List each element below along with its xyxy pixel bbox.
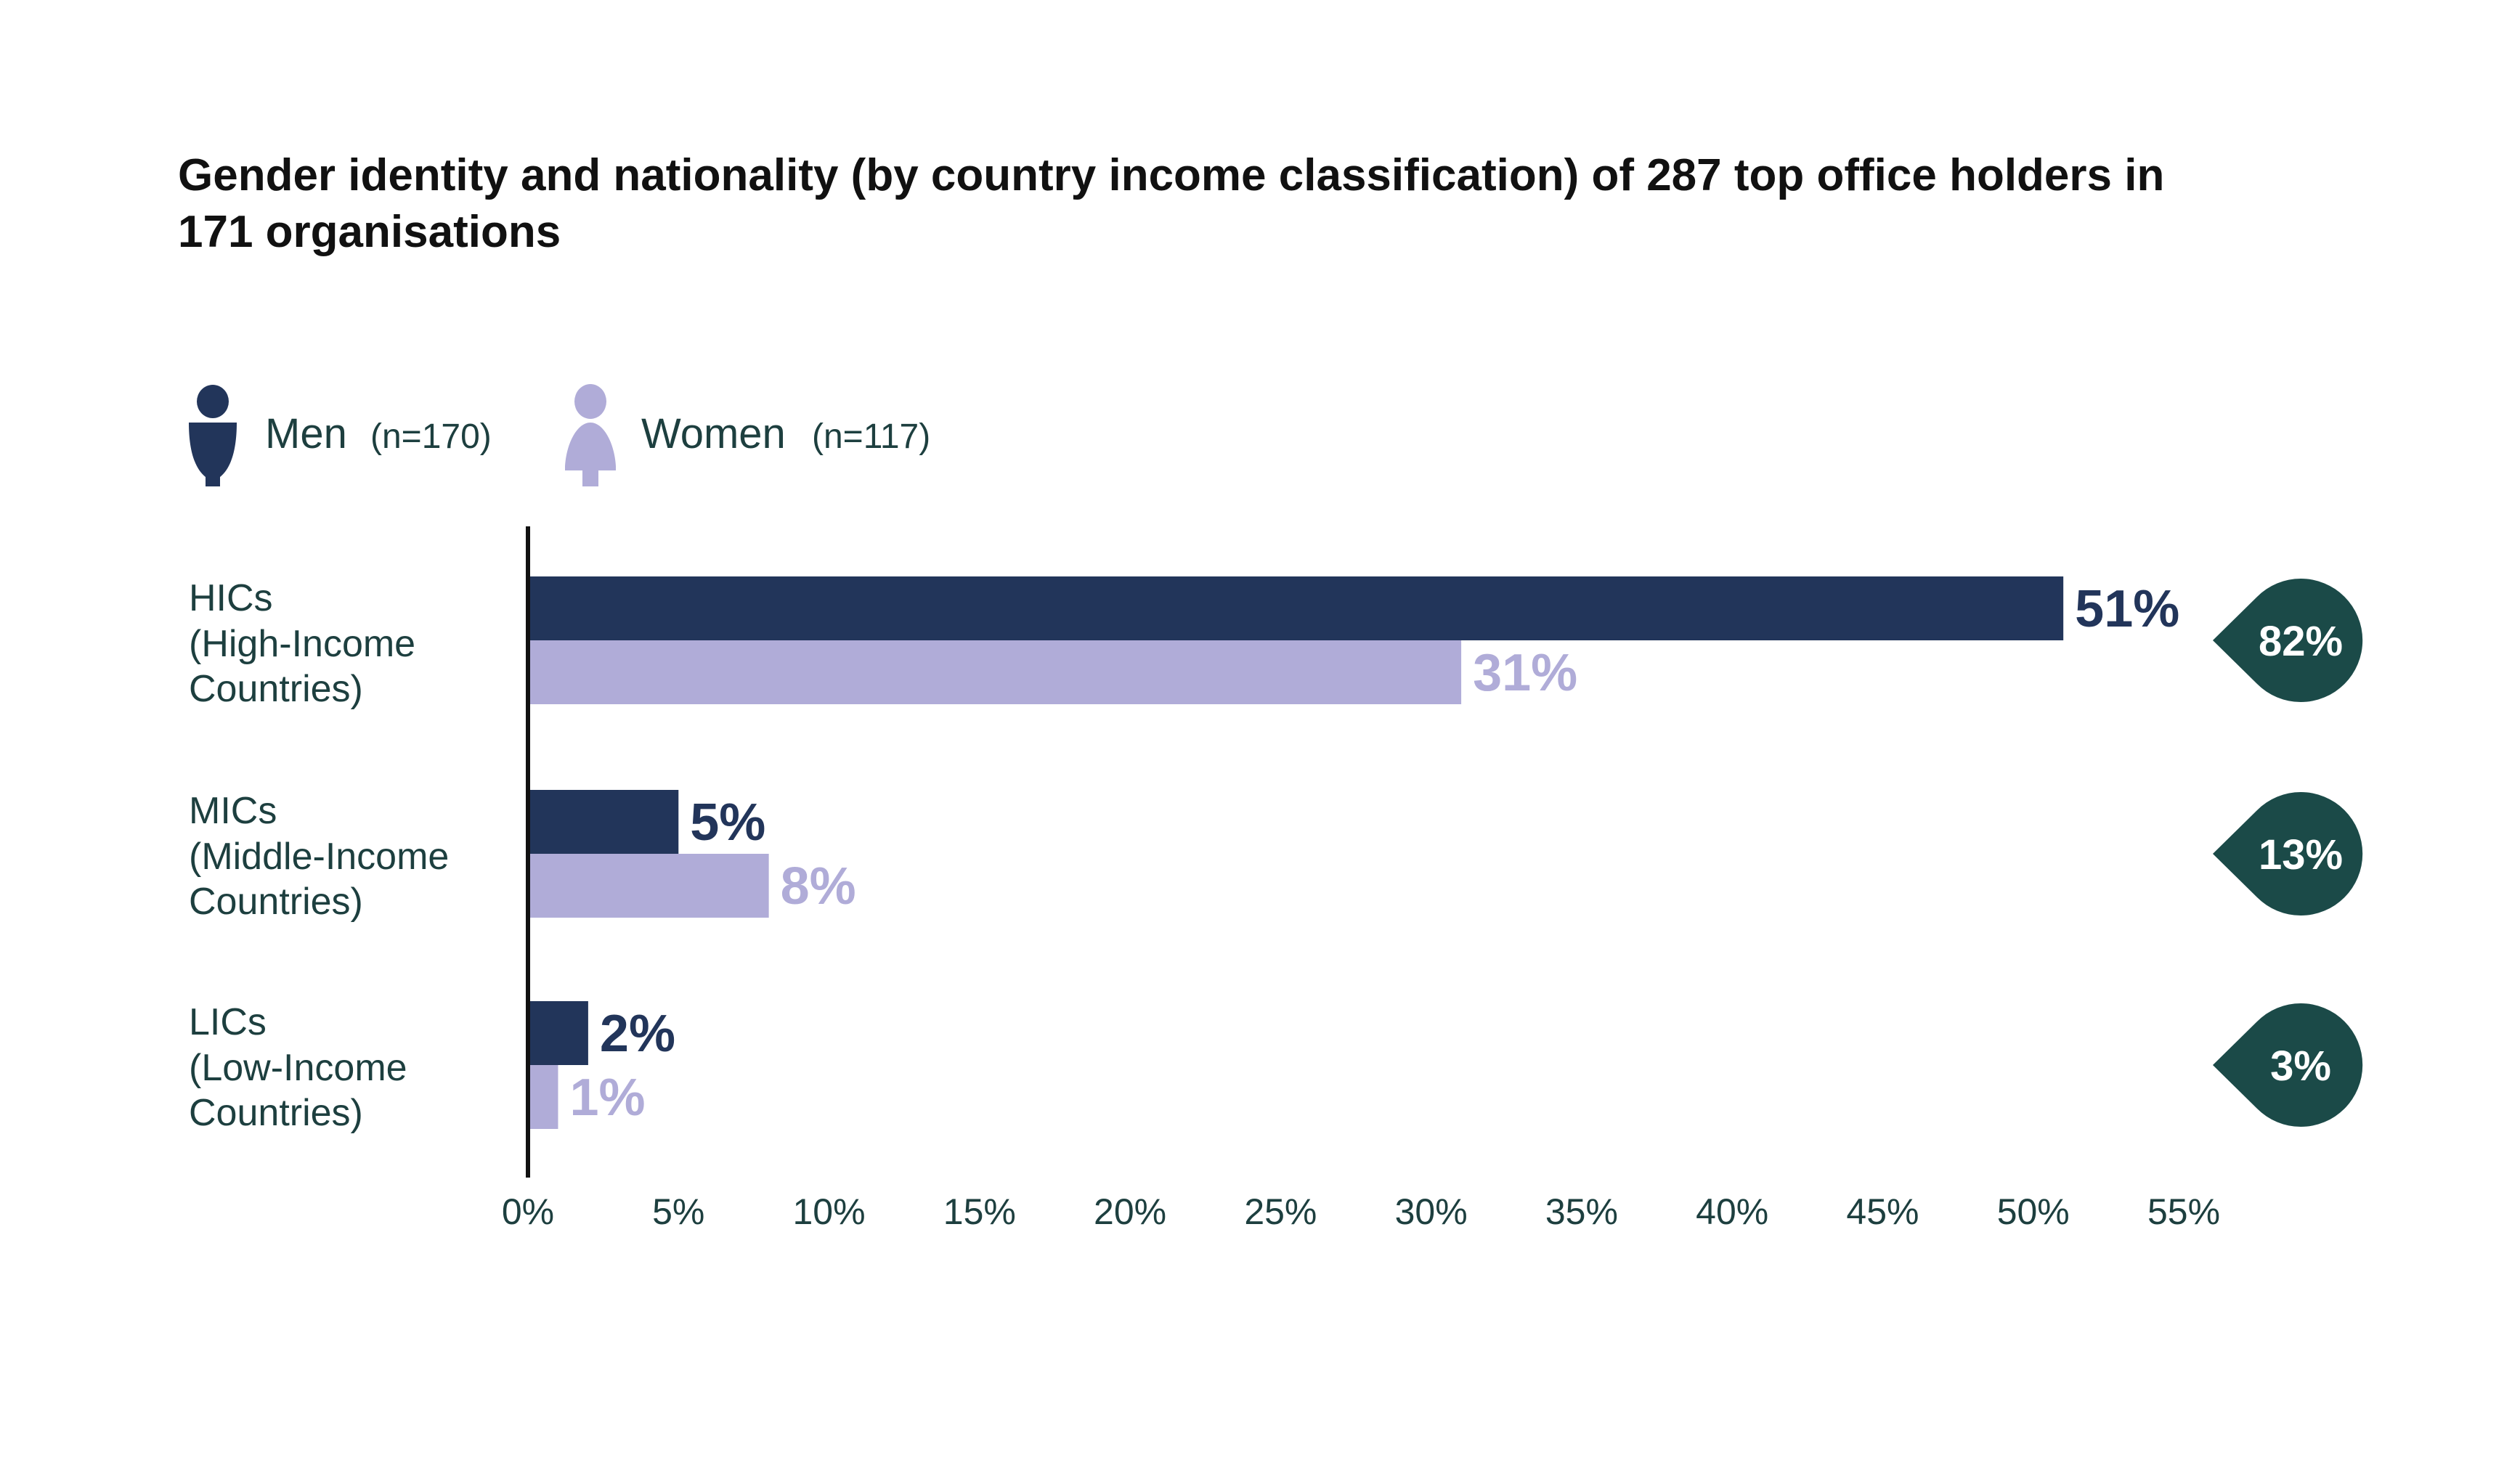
woman-icon (565, 384, 616, 486)
bar-men-mic (528, 790, 679, 854)
total-badge-mic: 13% (2213, 792, 2363, 915)
bar-women-hic (528, 640, 1462, 704)
total-badge-lic: 3% (2213, 1003, 2363, 1127)
badge-label: 82% (2259, 618, 2343, 665)
value-label-women-mic: 8% (781, 857, 856, 915)
category-label-mic-2: (Middle-Income (189, 836, 449, 878)
x-tick-label: 50% (1997, 1191, 2070, 1232)
category-label-mic-3: Countries) (189, 881, 363, 923)
chart-title-line-2: 171 organisations (178, 207, 561, 257)
total-badges: 82% 13% 3% (2213, 578, 2363, 1127)
x-tick-label: 15% (943, 1191, 1016, 1232)
bar-men-hic (528, 576, 2064, 640)
category-label-lic-1: LICs (189, 1001, 267, 1043)
value-label-men-mic: 5% (690, 794, 765, 852)
legend: Men (n=170) Women (n=117) (189, 384, 930, 486)
badge-shape (2213, 792, 2363, 915)
x-tick-label: 25% (1244, 1191, 1317, 1232)
x-axis-ticks: 0% 5% 10% 15% 20% 25% 30% 35% 40% 45% 50% 55% (502, 1191, 2220, 1232)
value-label-men-hic: 51% (2075, 580, 2179, 638)
x-tick-label: 10% (793, 1191, 866, 1232)
x-tick-label: 0% (502, 1191, 554, 1232)
legend-women-n: (n=117) (812, 417, 930, 456)
value-label-men-lic: 2% (600, 1005, 675, 1063)
legend-men-label: Men (265, 410, 347, 457)
bar-women-mic (528, 854, 769, 918)
category-label-mic-1: MICs (189, 790, 277, 832)
chart-title-line-1: Gender identity and nationality (by coun… (178, 150, 2164, 200)
legend-women-label: Women (641, 410, 786, 457)
value-label-women-hic: 31% (1473, 644, 1577, 702)
badge-shape (2213, 1003, 2363, 1127)
x-tick-label: 5% (652, 1191, 704, 1232)
category-label-lic-2: (Low-Income (189, 1047, 407, 1089)
x-tick-label: 35% (1545, 1191, 1618, 1232)
bar-men-lic (528, 1001, 588, 1065)
x-tick-label: 45% (1846, 1191, 1919, 1232)
x-tick-label: 20% (1094, 1191, 1166, 1232)
x-tick-label: 55% (2147, 1191, 2220, 1232)
man-icon (189, 385, 237, 486)
category-label-hic-1: HICs (189, 577, 273, 619)
legend-men-n: (n=170) (370, 417, 492, 456)
total-badge-hic: 82% (2213, 578, 2363, 702)
x-tick-label: 40% (1696, 1191, 1768, 1232)
badge-shape (2213, 578, 2363, 702)
badge-label: 3% (2270, 1043, 2331, 1090)
x-tick-label: 30% (1395, 1191, 1468, 1232)
category-label-hic-2: (High-Income (189, 623, 415, 665)
category-label-hic-3: Countries) (189, 668, 363, 710)
category-labels: HICs (High-Income Countries) MICs (Middl… (189, 577, 449, 1134)
bar-women-lic (528, 1065, 558, 1129)
value-label-women-lic: 1% (569, 1069, 645, 1127)
badge-label: 13% (2259, 831, 2343, 878)
category-label-lic-3: Countries) (189, 1092, 363, 1134)
bars: 51% 5% 2% 31% 8% 1% (528, 576, 2179, 1129)
